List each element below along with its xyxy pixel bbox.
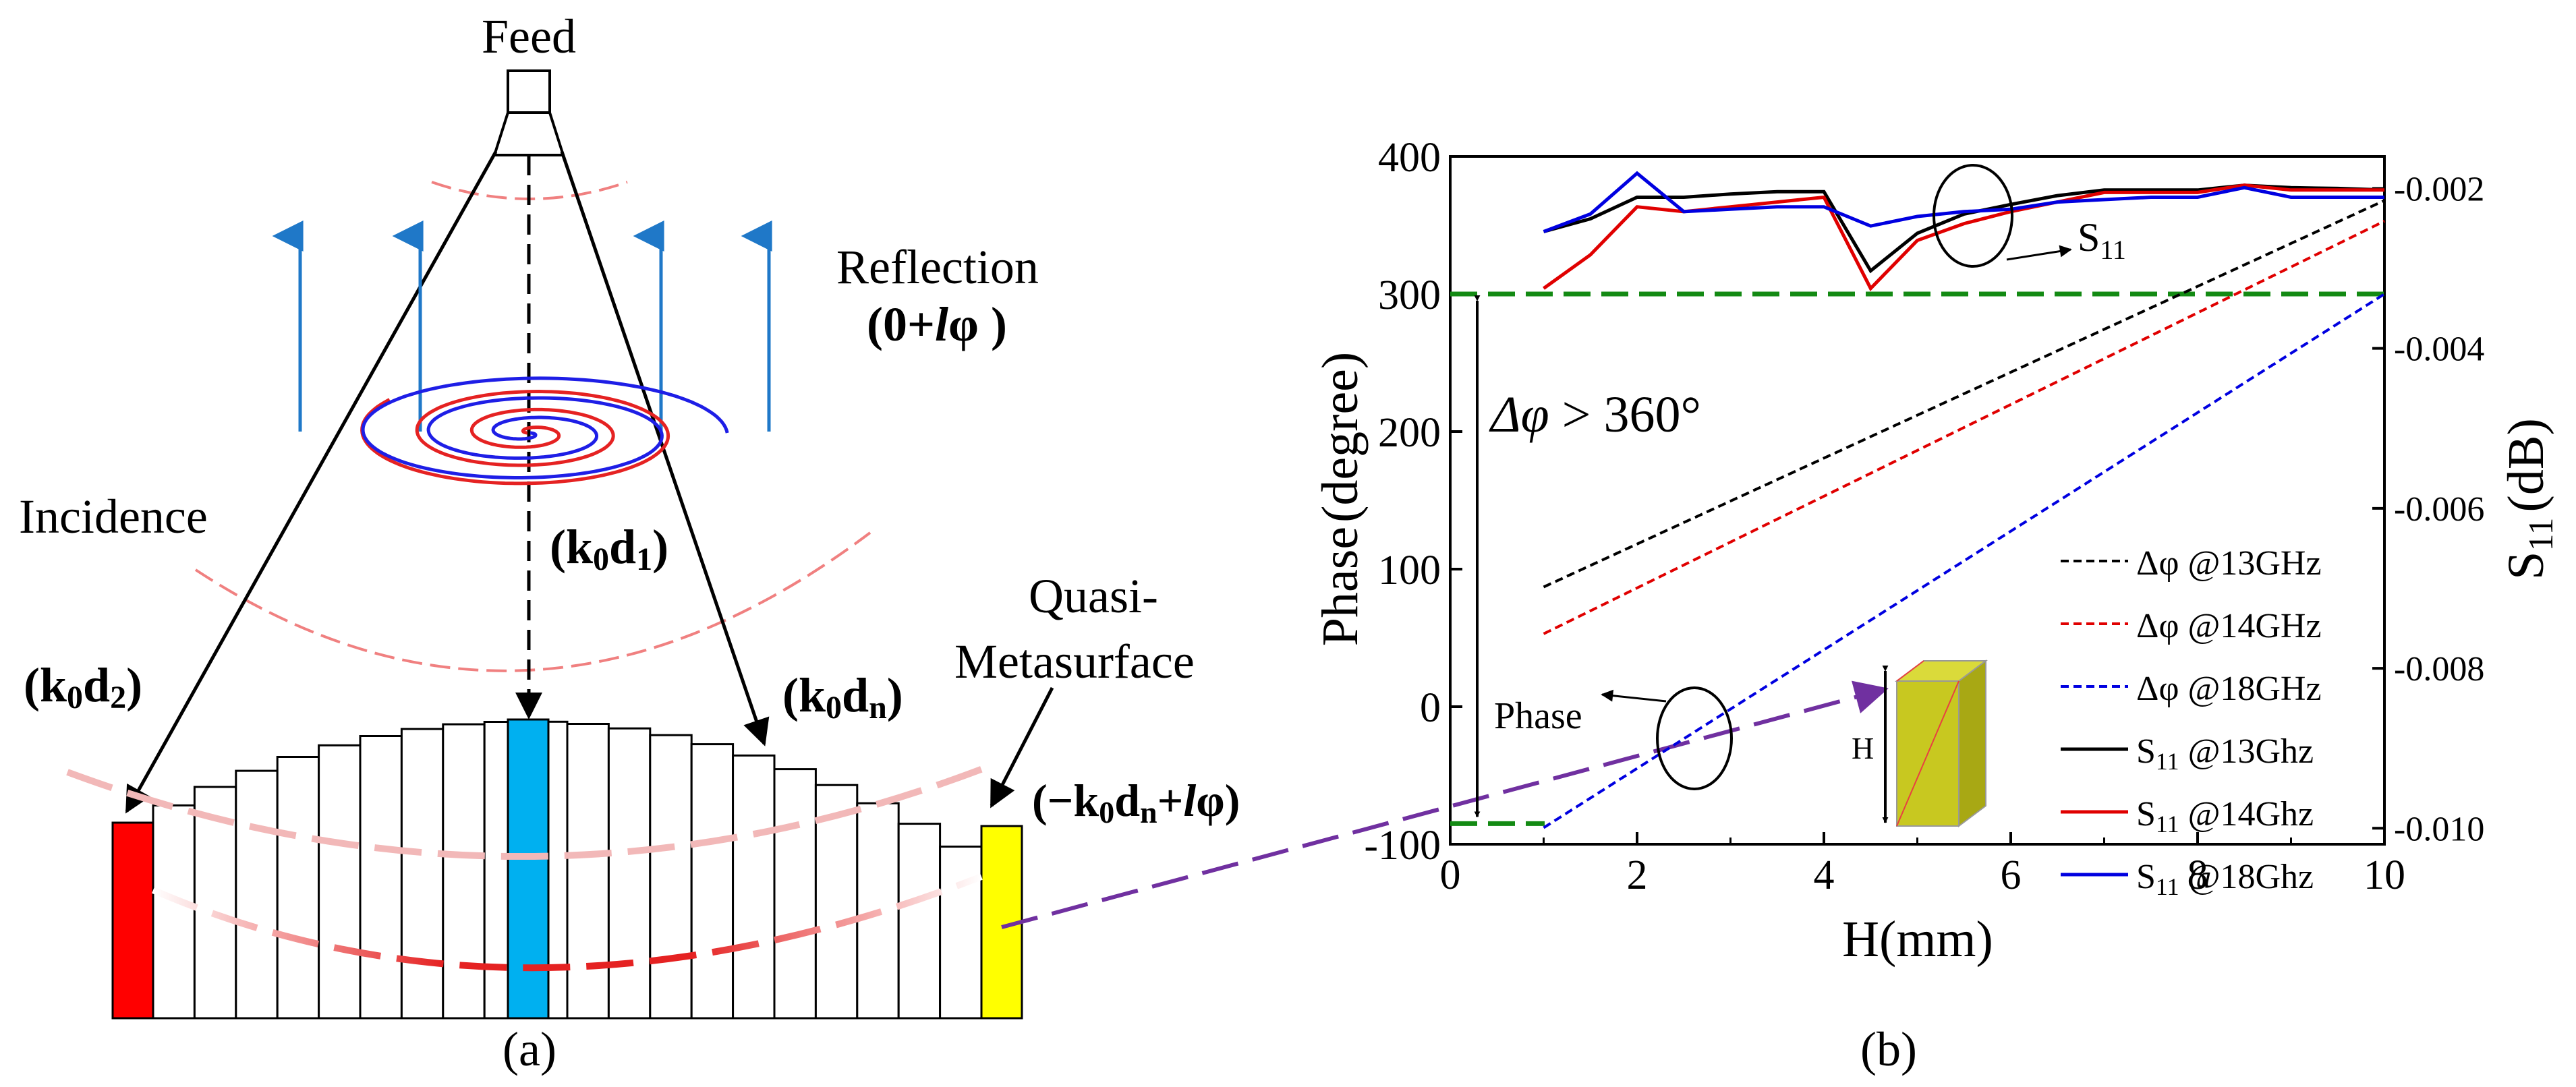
chart-legend: Δφ @13GHz Δφ @14GHz Δφ @18GHz S11 @13Ghz S11… — [2061, 544, 2322, 900]
legend-label: Δφ @13GHz — [2136, 544, 2322, 583]
inset-edge — [1896, 680, 1959, 827]
wavefront-arc-middle — [194, 531, 871, 672]
s11-marker-label: S11 — [2078, 215, 2126, 265]
legend-label: S11 @18Ghz — [2136, 858, 2314, 900]
y-right-tick-label: -0.010 — [2394, 810, 2484, 848]
quasi-label-line2: Metasurface — [954, 635, 1195, 688]
series-line-1 — [1543, 220, 2385, 635]
focal-arc — [152, 873, 983, 972]
y-right-tick-label: -0.006 — [2394, 490, 2484, 529]
metasurface-cell — [276, 756, 320, 1020]
y-right-tick-label: -0.008 — [2394, 650, 2484, 688]
x-axis-title: H(mm) — [1842, 911, 1993, 968]
panel-a: Feed Reflection (0+lφ ) Incidence (k0d1)… — [19, 9, 1240, 1076]
y-left-tick-label: 200 — [1378, 410, 1441, 456]
metasurface-cell-left — [111, 821, 154, 1020]
metasurface-cell — [442, 723, 486, 1020]
path-right-label: (k0dn) — [782, 668, 903, 726]
panel-b: 0 2 4 6 8 10-1000100200300400-0.002-0.004-0.0… — [1312, 135, 2560, 1076]
feed-label: Feed — [482, 9, 576, 63]
metasurface-cells — [152, 720, 983, 1020]
edge-phase-label: (−k0dn+lφ) — [1032, 775, 1240, 829]
reflection-arrows — [272, 221, 772, 432]
x-tick-label: 0 — [1440, 852, 1461, 898]
y-axis-right-title: S11(dB) — [2498, 418, 2560, 580]
y-left-tick-label: -100 — [1364, 823, 1441, 869]
purple-connector-arrow — [1001, 680, 1889, 929]
metasurface-cell — [566, 723, 610, 1020]
quasi-label-pointer — [990, 686, 1054, 809]
feed-horn-flare — [492, 111, 565, 156]
x-tick-label: 8 — [2187, 852, 2208, 898]
y-right-tick-label: -0.002 — [2394, 170, 2484, 208]
cell-top-arc — [66, 762, 993, 860]
inset-edge — [1896, 660, 1924, 682]
s11-marker-ellipse — [1933, 164, 2013, 268]
x-tick-label: 4 — [1814, 852, 1835, 898]
feed-horn-body — [507, 69, 551, 114]
metasurface-cell — [607, 727, 652, 1020]
metasurface-cell — [152, 804, 196, 1020]
metasurface-cell — [939, 846, 983, 1020]
reflection-phase: (0+lφ ) — [867, 297, 1007, 351]
spiral-red — [360, 389, 670, 486]
x-tick-label: 6 — [2001, 852, 2022, 898]
phase-marker-pointer — [1601, 689, 1667, 703]
series-line-5 — [1543, 171, 2384, 233]
s11-marker-pointer — [2006, 245, 2072, 261]
metasurface-cell — [897, 823, 942, 1020]
metasurface-cell — [400, 728, 445, 1020]
incidence-label: Incidence — [19, 490, 208, 544]
inset-cell-model: H — [1852, 659, 1988, 827]
inset-dim-label: H — [1852, 731, 1874, 765]
panel-b-caption: (b) — [1860, 1022, 1917, 1076]
reflection-label: Reflection — [836, 240, 1039, 294]
phase-marker-ellipse — [1656, 686, 1733, 790]
axis-ticks: 0 2 4 6 8 10-1000100200300400-0.002-0.004-0.0… — [1364, 135, 2484, 898]
incident-ray-left — [125, 150, 498, 814]
panel-a-caption: (a) — [503, 1022, 556, 1076]
y-right-tick-label: -0.004 — [2394, 330, 2484, 369]
metasurface-cell — [732, 754, 776, 1020]
legend-label: S11 @14Ghz — [2136, 795, 2314, 838]
metasurface-cell — [318, 744, 362, 1020]
legend-label: S11 @13Ghz — [2136, 732, 2314, 775]
delta-phi-annotation: Δφ > 360° — [1489, 386, 1701, 443]
spiral-blue — [361, 376, 729, 479]
x-tick-label: 2 — [1627, 852, 1648, 898]
chart-series — [1543, 171, 2386, 829]
quasi-label-line1: Quasi- — [1029, 569, 1158, 623]
metasurface-cell — [649, 734, 693, 1020]
metasurface-cell — [814, 784, 859, 1020]
y-left-tick-label: 400 — [1378, 135, 1441, 181]
path-left-label: (k0d2) — [24, 658, 142, 715]
x-tick-label: 10 — [2364, 852, 2405, 898]
y-left-tick-label: 100 — [1378, 548, 1441, 593]
metasurface-cell — [359, 735, 403, 1020]
y-left-tick-label: 0 — [1420, 685, 1441, 731]
y-axis-left-title: Phase(degree) — [1312, 352, 1369, 646]
series-line-0 — [1543, 199, 2385, 589]
path-center-label: (k0d1) — [550, 520, 668, 577]
metasurface-cell — [773, 768, 817, 1020]
legend-label: Δφ @18GHz — [2136, 670, 2322, 708]
metasurface-cell — [690, 743, 735, 1020]
inset-side-face — [1958, 659, 1986, 827]
metasurface-cell — [235, 769, 279, 1020]
legend-label: Δφ @14GHz — [2136, 607, 2322, 645]
y-left-tick-label: 300 — [1378, 272, 1441, 318]
metasurface-cell-center — [507, 718, 550, 1020]
phase-marker-label: Phase — [1494, 695, 1582, 737]
